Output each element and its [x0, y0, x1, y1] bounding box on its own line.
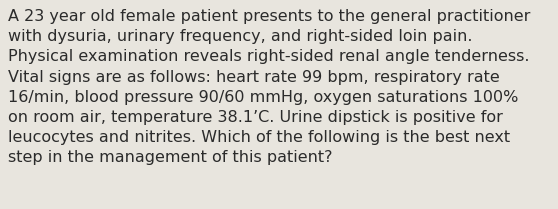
Text: A 23 year old female patient presents to the general practitioner
with dysuria, : A 23 year old female patient presents to… [8, 9, 530, 165]
